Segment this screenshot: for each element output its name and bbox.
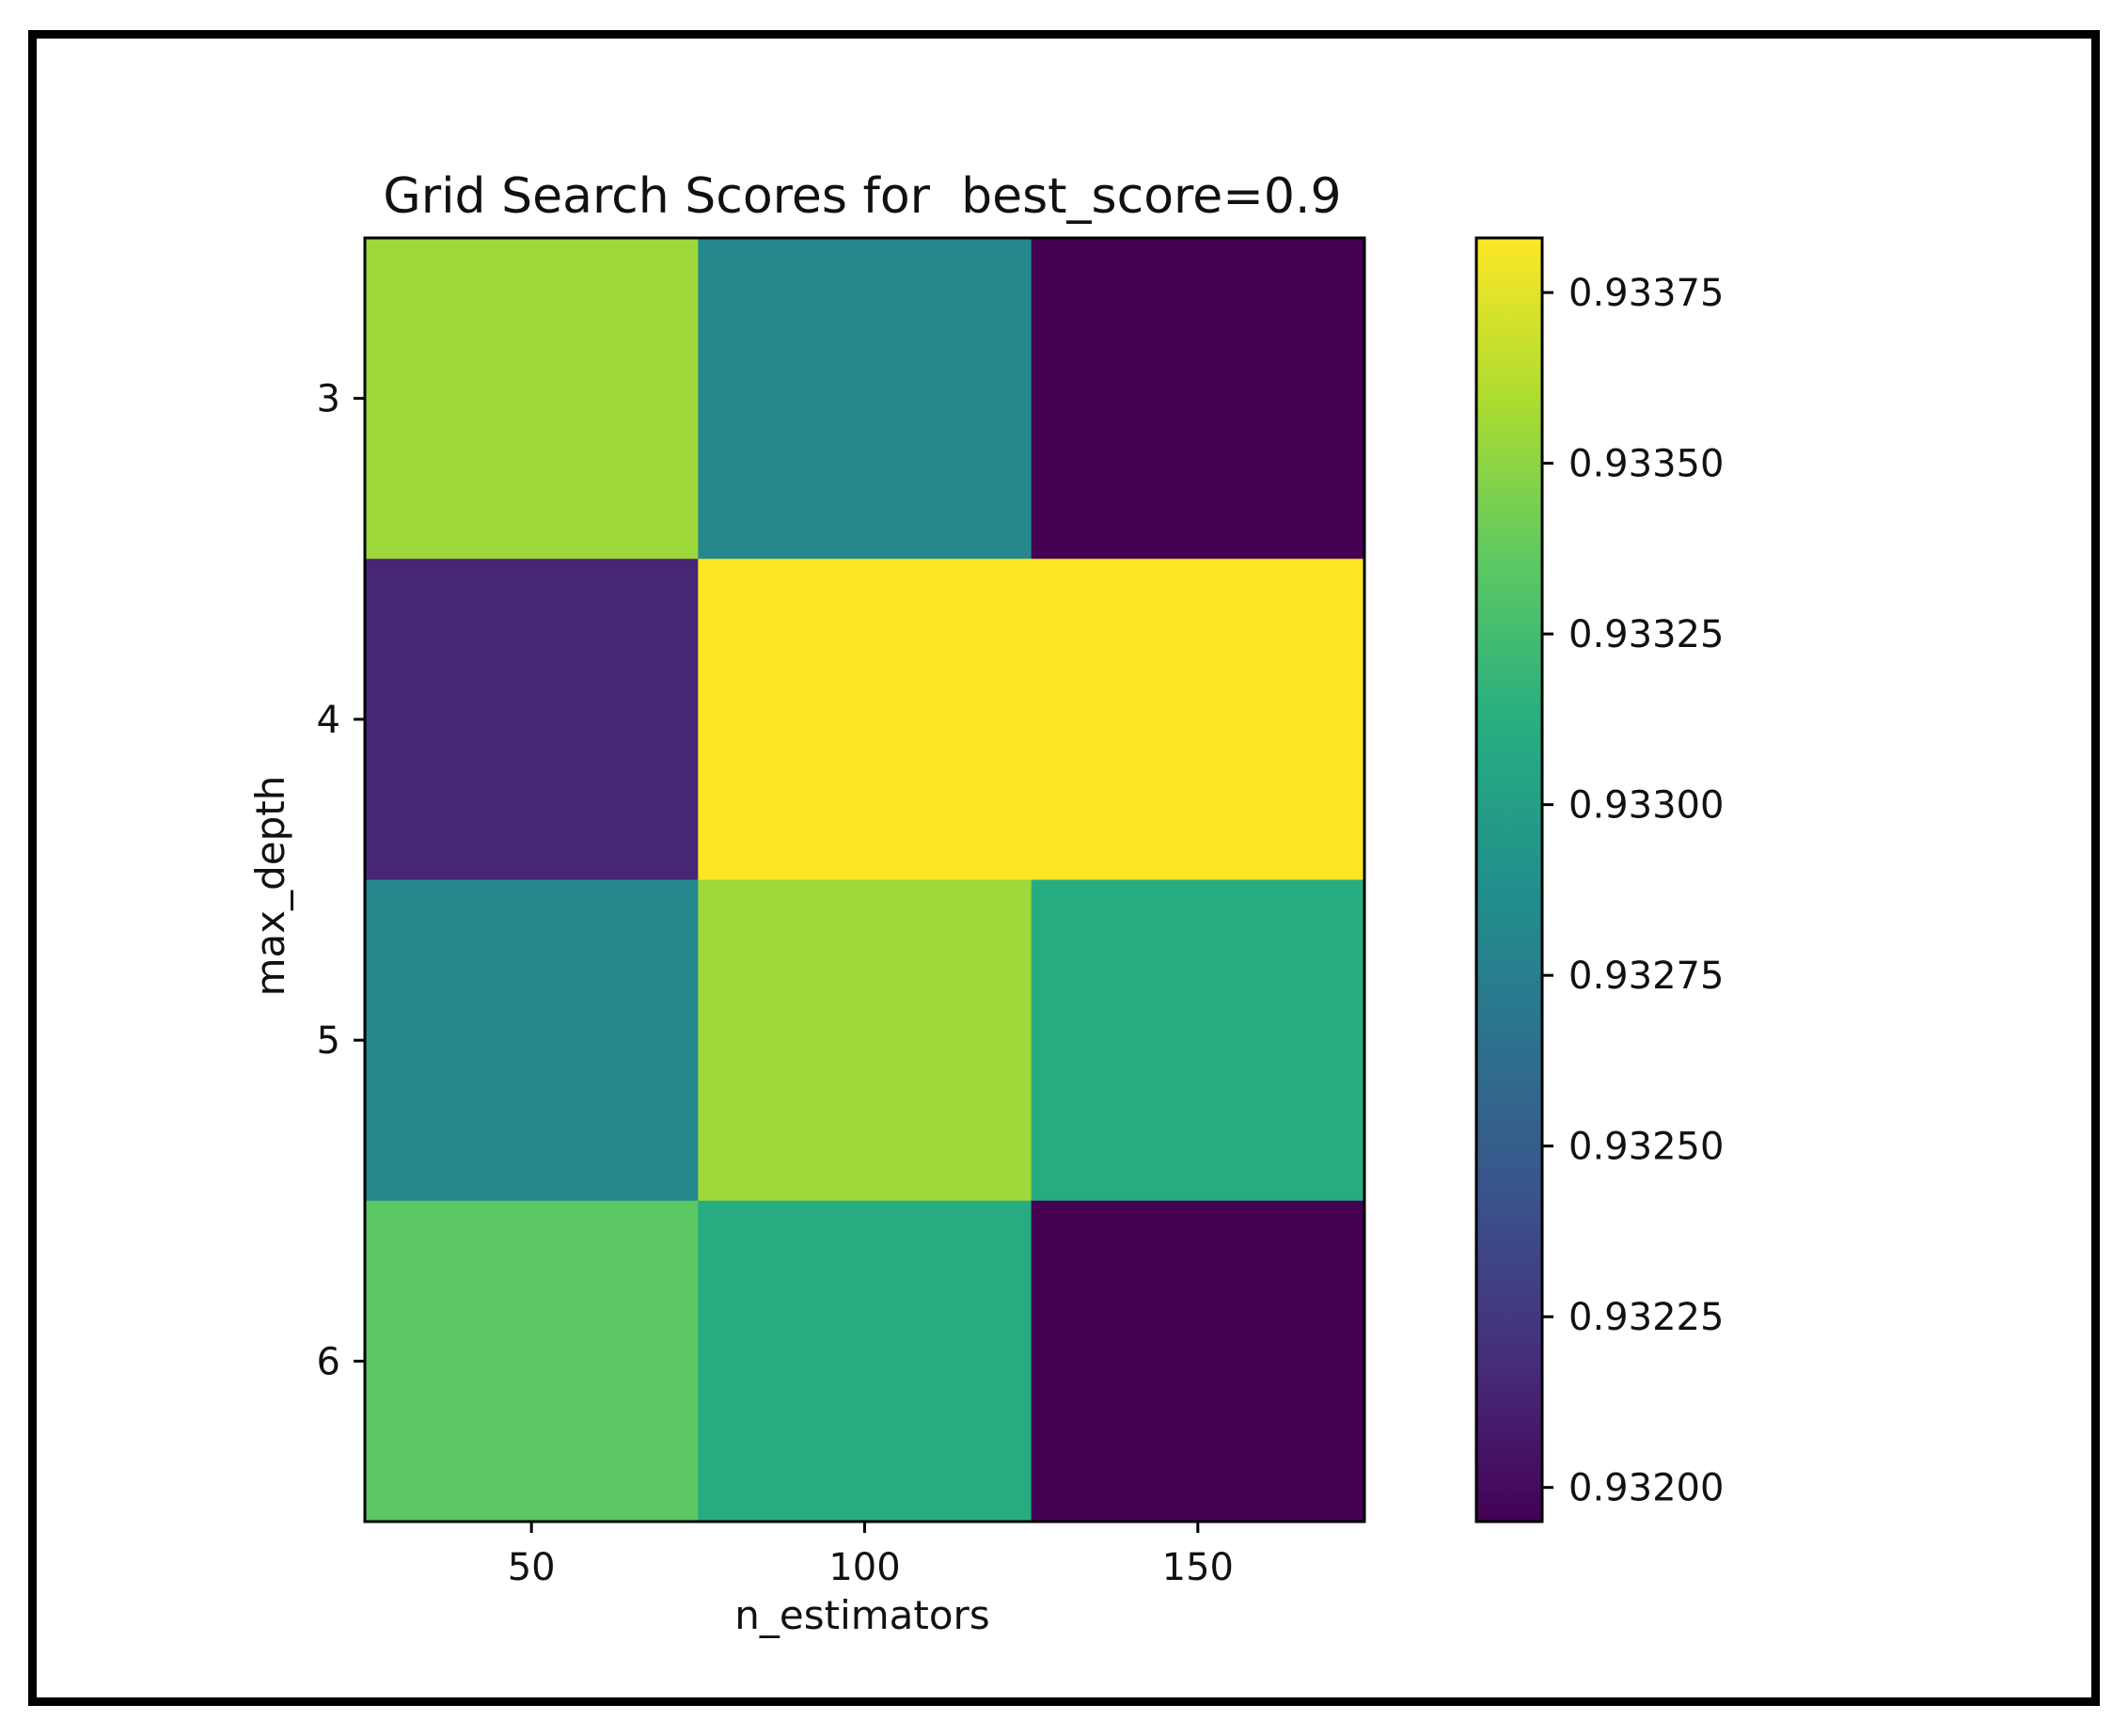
chart-title: Grid Search Scores for best_score=0.9 (383, 168, 1341, 225)
colorbar-tick-label: 0.93350 (1568, 443, 1724, 486)
colorbar-tick-label: 0.93200 (1568, 1467, 1724, 1510)
y-tick-label: 3 (317, 378, 340, 421)
heatmap-cell-r5-c50 (365, 879, 699, 1202)
heatmap-cell-r5-c150 (1031, 879, 1365, 1202)
heatmap-cell-r6-c150 (1031, 1200, 1365, 1523)
colorbar-tick-label: 0.93325 (1568, 613, 1724, 656)
colorbar-tick-label: 0.93300 (1568, 784, 1724, 828)
colorbar-tick-label: 0.93225 (1568, 1296, 1724, 1339)
heatmap-cell-r5-c100 (698, 879, 1032, 1202)
heatmap-cell-r3-c50 (365, 238, 699, 560)
x-tick-label: 150 (1162, 1546, 1234, 1589)
colorbar-tick-label: 0.93250 (1568, 1126, 1724, 1169)
x-tick-label: 50 (508, 1546, 556, 1589)
x-axis: 50 100 150 (508, 1522, 1234, 1589)
y-tick-label: 4 (317, 699, 340, 742)
colorbar-tick-label: 0.93275 (1568, 955, 1724, 998)
x-axis-label: n_estimators (734, 1592, 989, 1638)
colorbar-tick-label: 0.93375 (1568, 272, 1724, 315)
heatmap-cell-r3-c100 (698, 238, 1032, 560)
colorbar (1474, 236, 1544, 1523)
heatmap-cell-r4-c50 (365, 559, 699, 880)
y-axis-label: max_depth (247, 776, 293, 997)
heatmap-cell-r6-c50 (365, 1200, 699, 1523)
colorbar-axis: 0.93200 0.93225 0.93250 0.93275 0.93300 0.933… (1542, 272, 1724, 1510)
x-tick-label: 100 (828, 1546, 900, 1589)
heatmap-cell-r4-c100 (698, 559, 1032, 880)
heatmap-cell-r6-c100 (698, 1200, 1032, 1523)
y-tick-label: 6 (317, 1340, 340, 1383)
heatmap-cells (365, 238, 1365, 1523)
heatmap-cell-r4-c150 (1031, 559, 1365, 880)
y-tick-label: 5 (317, 1019, 340, 1063)
y-axis: 3 4 5 6 (317, 378, 365, 1383)
heatmap-cell-r3-c150 (1031, 238, 1365, 560)
